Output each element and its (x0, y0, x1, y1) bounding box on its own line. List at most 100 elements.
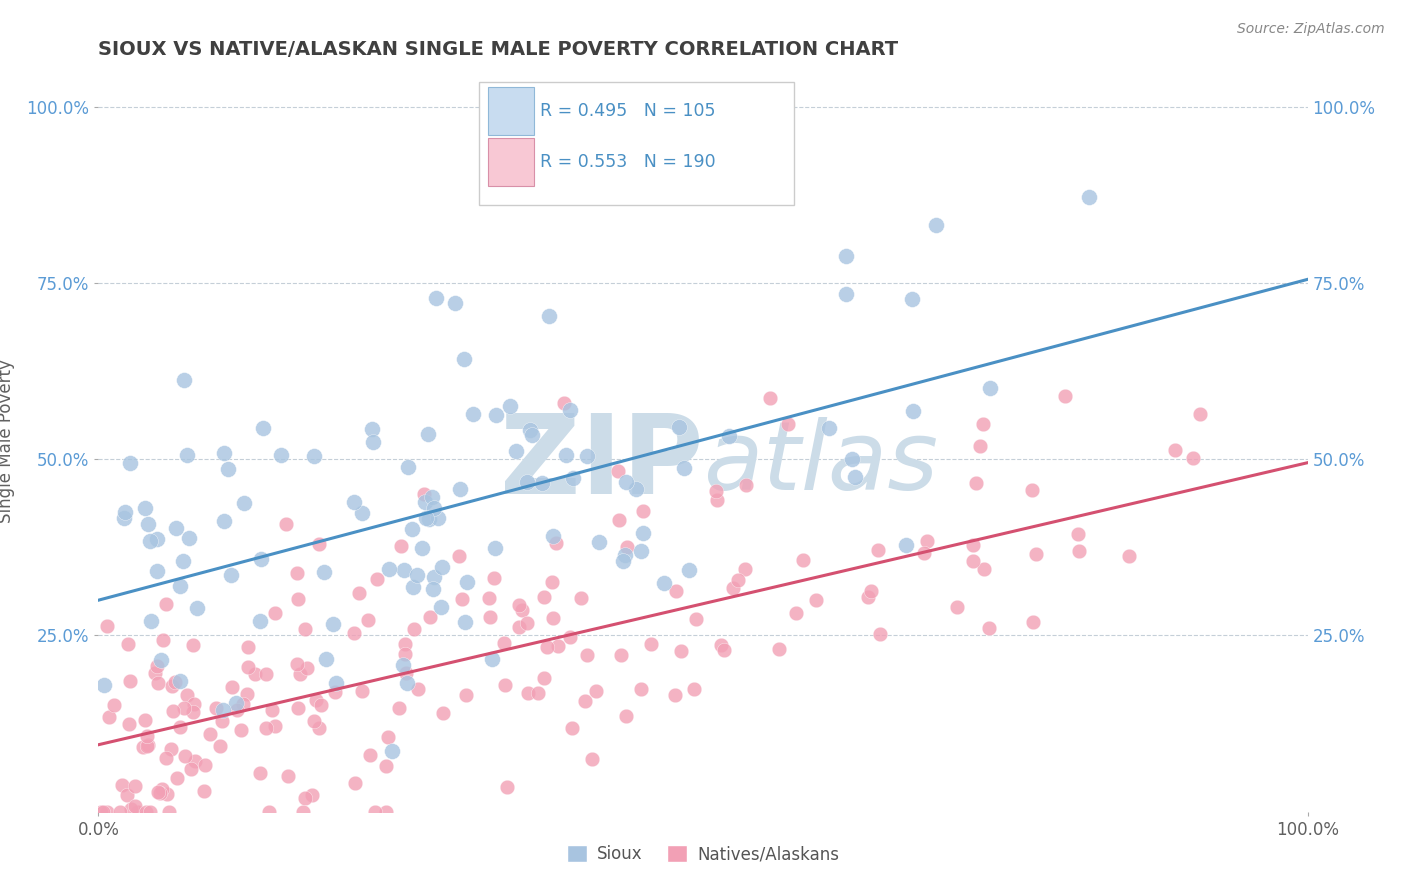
Point (527, 686, 550, 700)
Point (169, 674, 191, 689)
Point (576, 648, 599, 662)
Point (492, 636, 515, 650)
Point (361, 422, 384, 436)
Point (125, 805, 148, 819)
Point (394, 647, 416, 661)
Point (422, 501, 444, 516)
Point (378, 562, 401, 576)
Point (734, 562, 756, 576)
Point (270, 448, 292, 462)
Point (166, 771, 188, 785)
FancyBboxPatch shape (488, 138, 534, 186)
Point (672, 461, 695, 475)
Point (139, 805, 162, 819)
Point (406, 682, 429, 697)
Point (665, 584, 688, 599)
Point (505, 444, 527, 458)
Point (112, 511, 135, 525)
Point (616, 540, 638, 554)
Point (249, 551, 271, 566)
Point (181, 638, 204, 652)
Point (259, 805, 281, 819)
Point (1025, 547, 1047, 561)
Point (294, 623, 316, 637)
Point (624, 482, 647, 496)
Point (706, 493, 728, 508)
Point (177, 531, 200, 545)
Point (219, 568, 242, 582)
Point (496, 780, 519, 794)
Point (669, 644, 692, 658)
Point (292, 805, 315, 819)
Point (759, 391, 782, 405)
Point (254, 666, 277, 681)
Point (352, 506, 374, 520)
Point (499, 399, 522, 413)
Point (718, 429, 741, 443)
Point (453, 351, 475, 366)
Point (295, 660, 318, 674)
Point (111, 778, 134, 792)
Point (388, 700, 411, 714)
Point (325, 676, 347, 690)
Point (804, 593, 827, 607)
Point (350, 683, 373, 698)
Point (392, 658, 415, 673)
Point (176, 689, 198, 703)
Point (193, 784, 215, 798)
Point (640, 637, 662, 651)
Point (93, 678, 115, 692)
Point (157, 805, 180, 819)
FancyBboxPatch shape (479, 82, 793, 204)
Point (156, 787, 179, 801)
Point (482, 571, 505, 585)
Point (150, 781, 173, 796)
Point (631, 504, 654, 518)
Point (555, 448, 578, 462)
Point (364, 805, 387, 819)
Point (912, 546, 935, 560)
Point (186, 600, 208, 615)
Point (374, 758, 396, 772)
Point (394, 637, 416, 651)
Point (114, 505, 136, 519)
Point (540, 575, 562, 590)
Point (301, 788, 323, 802)
Point (322, 617, 344, 632)
Point (249, 766, 271, 780)
Point (176, 448, 198, 462)
Point (510, 603, 533, 617)
Point (90, 805, 112, 819)
Point (607, 465, 630, 479)
Point (288, 667, 311, 681)
Point (516, 475, 538, 489)
Point (314, 566, 336, 580)
Point (721, 581, 744, 595)
Point (169, 579, 191, 593)
Point (416, 427, 439, 442)
Point (575, 449, 598, 463)
Point (844, 470, 866, 484)
Point (260, 702, 283, 716)
Point (361, 434, 384, 449)
Point (969, 439, 991, 453)
Point (159, 742, 181, 756)
Point (136, 729, 159, 743)
Point (425, 291, 447, 305)
Point (461, 407, 484, 421)
Point (232, 697, 254, 711)
Text: ZIP: ZIP (499, 410, 703, 517)
Point (683, 681, 706, 696)
Point (1188, 407, 1211, 421)
Point (866, 543, 889, 558)
Point (818, 421, 841, 435)
Point (214, 446, 236, 460)
Point (517, 686, 540, 700)
Point (217, 462, 239, 476)
Point (449, 483, 471, 497)
Point (165, 521, 187, 535)
Point (96, 619, 118, 633)
Point (302, 714, 325, 728)
Point (478, 591, 501, 605)
Point (212, 514, 235, 528)
